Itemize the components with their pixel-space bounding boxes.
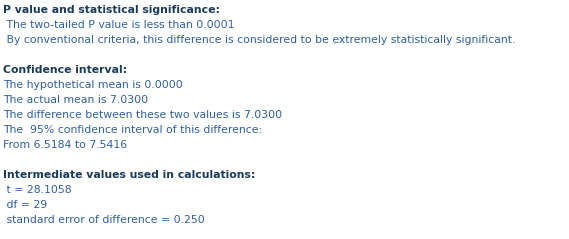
- Text: P value and statistical significance:: P value and statistical significance:: [3, 5, 220, 15]
- Text: Intermediate values used in calculations:: Intermediate values used in calculations…: [3, 170, 255, 180]
- Text: Confidence interval:: Confidence interval:: [3, 65, 127, 75]
- Text: The  95% confidence interval of this difference:: The 95% confidence interval of this diff…: [3, 125, 262, 135]
- Text: The difference between these two values is 7.0300: The difference between these two values …: [3, 110, 282, 120]
- Text: The two-tailed P value is less than 0.0001: The two-tailed P value is less than 0.00…: [3, 20, 234, 30]
- Text: The hypothetical mean is 0.0000: The hypothetical mean is 0.0000: [3, 80, 183, 90]
- Text: From 6.5184 to 7.5416: From 6.5184 to 7.5416: [3, 140, 127, 150]
- Text: By conventional criteria, this difference is considered to be extremely statisti: By conventional criteria, this differenc…: [3, 35, 516, 45]
- Text: df = 29: df = 29: [3, 200, 47, 210]
- Text: standard error of difference = 0.250: standard error of difference = 0.250: [3, 215, 205, 225]
- Text: t = 28.1058: t = 28.1058: [3, 185, 72, 195]
- Text: The actual mean is 7.0300: The actual mean is 7.0300: [3, 95, 148, 105]
